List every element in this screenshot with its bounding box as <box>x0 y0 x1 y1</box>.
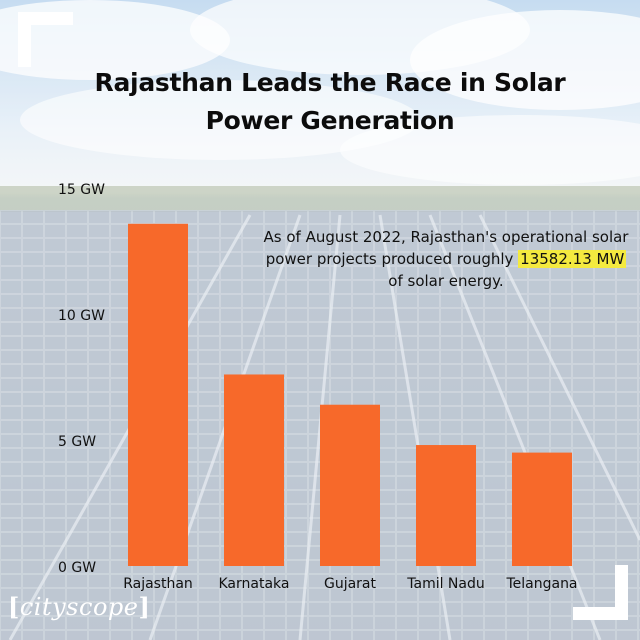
bar <box>416 445 476 566</box>
y-tick-label: 15 GW <box>58 182 105 198</box>
title-line-2: Power Generation <box>205 106 455 135</box>
x-tick-label: Tamil Nadu <box>406 576 485 592</box>
annotation-text: As of August 2022, Rajasthan's operation… <box>262 226 630 292</box>
bar <box>224 374 284 566</box>
chart-title: Rajasthan Leads the Race in Solar Power … <box>60 64 600 140</box>
y-tick-label: 0 GW <box>58 560 96 576</box>
annotation-highlight: 13582.13 MW <box>518 250 627 268</box>
x-tick-label: Telangana <box>505 576 577 592</box>
y-tick-label: 5 GW <box>58 434 96 450</box>
x-tick-label: Karnataka <box>219 576 290 592</box>
corner-bracket-bottom-right <box>573 565 628 620</box>
title-line-1: Rajasthan Leads the Race in Solar <box>94 68 566 97</box>
bar <box>512 452 572 566</box>
x-tick-label: Gujarat <box>324 576 377 592</box>
x-tick-label: Rajasthan <box>123 576 193 592</box>
corner-bracket-top-left <box>18 12 73 67</box>
bar <box>128 223 188 566</box>
cityscope-logo: [cityscope] <box>8 592 150 621</box>
logo-open-mark: [ <box>8 592 20 621</box>
y-tick-label: 10 GW <box>58 308 105 324</box>
annotation-after: of solar energy. <box>388 272 504 290</box>
logo-close-mark: ] <box>138 592 151 621</box>
bar <box>320 404 380 566</box>
logo-text: cityscope <box>19 593 139 621</box>
annotation-before: As of August 2022, Rajasthan's operation… <box>263 228 629 268</box>
